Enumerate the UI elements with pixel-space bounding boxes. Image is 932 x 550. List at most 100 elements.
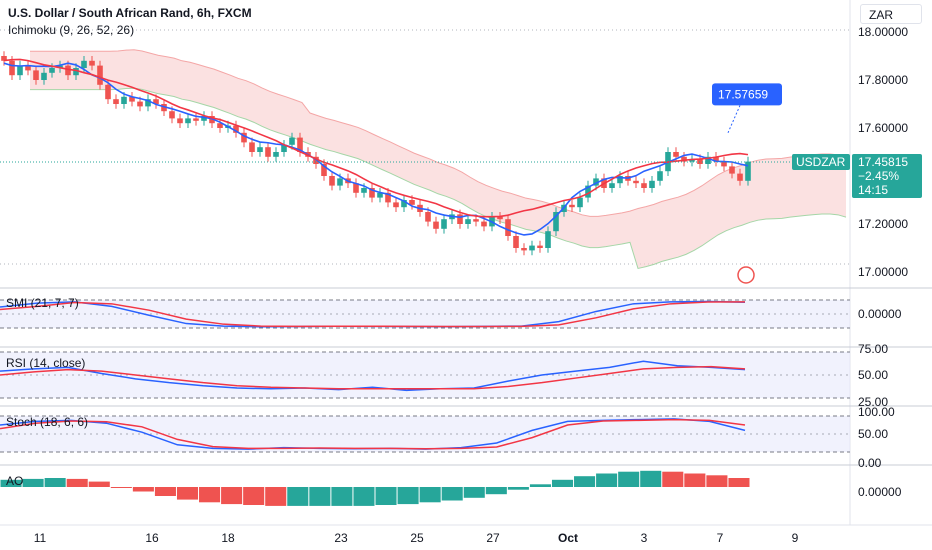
- candle-body: [513, 236, 519, 248]
- price-tag-countdown: 14:15: [858, 183, 888, 197]
- candle-body: [577, 197, 583, 208]
- candle-body: [721, 161, 727, 167]
- chart-title: U.S. Dollar / South African Rand, 6h, FX…: [8, 6, 252, 20]
- candle-body: [369, 188, 375, 198]
- candle-body: [641, 183, 647, 188]
- candle-body: [329, 176, 335, 186]
- candle-body: [745, 161, 751, 181]
- ao-bar: [618, 471, 640, 487]
- candle-body: [433, 221, 439, 229]
- ao-bar: [728, 478, 750, 487]
- candle-body: [361, 188, 367, 193]
- time-tick-label: 9: [792, 531, 799, 545]
- candle-body: [25, 65, 31, 71]
- callout-text: 17.57659: [718, 87, 768, 101]
- ao-bar: [309, 487, 331, 506]
- candle-body: [545, 231, 551, 248]
- candle-body: [113, 99, 119, 104]
- ao-bar: [132, 487, 154, 492]
- candle-body: [89, 60, 95, 66]
- stoch-line: [0, 418, 746, 450]
- smi-line: [0, 301, 746, 328]
- symbol-tag: [792, 154, 850, 171]
- candle-body: [153, 99, 159, 104]
- candle-body: [697, 159, 703, 164]
- candle-body: [729, 166, 735, 174]
- candle-body: [73, 68, 79, 76]
- price-tick-label: 17.60000: [858, 121, 908, 135]
- ao-bar: [574, 476, 596, 487]
- candle-body: [465, 219, 471, 224]
- candle-body: [41, 72, 47, 80]
- candle-body: [177, 118, 183, 124]
- candle-body: [81, 60, 87, 68]
- candle-body: [281, 144, 287, 152]
- price-tag-change: −2.45%: [858, 169, 899, 183]
- currency-button[interactable]: ZAR: [860, 4, 922, 24]
- candle-body: [241, 132, 247, 143]
- candle-body: [321, 164, 327, 176]
- price-tick-label: 18.00000: [858, 25, 908, 39]
- candle-body: [201, 116, 207, 121]
- ao-bar: [596, 473, 618, 487]
- callout-connector: [727, 105, 741, 134]
- candle-body: [57, 65, 63, 68]
- candle-body: [441, 219, 447, 229]
- candle-body: [473, 219, 479, 222]
- candle-body: [273, 152, 279, 157]
- candle-body: [401, 200, 407, 208]
- candle-body: [1, 56, 7, 61]
- smi-label: SMI (21, 7, 7): [6, 296, 79, 310]
- ao-bar: [397, 487, 419, 505]
- candle-body: [457, 214, 463, 224]
- ao-bar: [287, 487, 309, 506]
- candle-body: [233, 125, 239, 133]
- ichimoku-cloud: [30, 49, 846, 269]
- price-tick-label: 17.20000: [858, 217, 908, 231]
- ao-label: AO: [6, 474, 24, 488]
- candle-body: [289, 137, 295, 145]
- candle-body: [105, 84, 111, 100]
- candle-body: [569, 204, 575, 208]
- candle-body: [249, 142, 255, 152]
- time-tick-label: 18: [221, 531, 235, 545]
- ao-bar: [22, 478, 44, 487]
- candle-body: [425, 212, 431, 222]
- candle-body: [673, 152, 679, 157]
- ao-bar: [221, 487, 243, 505]
- ao-bar: [110, 487, 132, 488]
- ao-bar: [375, 487, 397, 505]
- ao-tick-label: 0.00000: [858, 485, 902, 499]
- ao-bar: [684, 473, 706, 487]
- candle-body: [17, 65, 23, 76]
- candle-body: [593, 178, 599, 186]
- rsi-tick-label: 50.00: [858, 368, 888, 382]
- ao-bar: [662, 471, 684, 487]
- time-tick-label: 27: [486, 531, 500, 545]
- ao-bar: [485, 487, 507, 495]
- price-tick-label: 17.80000: [858, 73, 908, 87]
- ao-bar: [706, 475, 728, 487]
- candle-body: [529, 245, 535, 251]
- ao-bar: [44, 478, 66, 487]
- candle-body: [145, 99, 151, 107]
- stoch-tick-label: 100.00: [858, 405, 895, 419]
- callout-box: [712, 83, 782, 106]
- candle-body: [121, 96, 127, 104]
- symbol-tag-text: USDZAR: [796, 155, 846, 169]
- candle-body: [705, 156, 711, 164]
- candle-body: [137, 101, 143, 107]
- alert-icon: [737, 266, 755, 284]
- candle-body: [609, 183, 615, 188]
- rsi-label: RSI (14, close): [6, 356, 86, 370]
- ichimoku-conversion-line: [3, 62, 749, 236]
- ao-bar: [176, 487, 199, 500]
- candle-body: [481, 221, 487, 227]
- candle-body: [337, 178, 343, 186]
- rsi-tick-label: 75.00: [858, 342, 888, 356]
- rsi-tick-label: 25.00: [858, 395, 888, 409]
- candle-body: [33, 70, 39, 80]
- time-tick-label: 3: [641, 531, 648, 545]
- candle-body: [553, 212, 559, 232]
- candle-body: [377, 192, 383, 198]
